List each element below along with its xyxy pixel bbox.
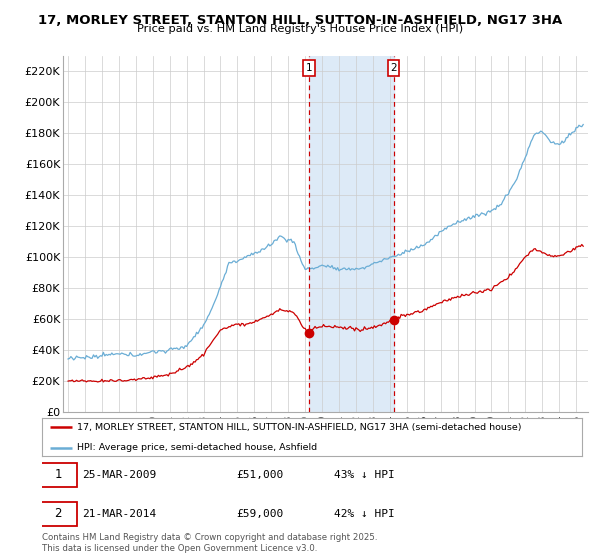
Text: 2: 2	[390, 63, 397, 73]
Text: 17, MORLEY STREET, STANTON HILL, SUTTON-IN-ASHFIELD, NG17 3HA: 17, MORLEY STREET, STANTON HILL, SUTTON-…	[38, 14, 562, 27]
Text: 1: 1	[55, 468, 62, 481]
Text: 17, MORLEY STREET, STANTON HILL, SUTTON-IN-ASHFIELD, NG17 3HA (semi-detached hou: 17, MORLEY STREET, STANTON HILL, SUTTON-…	[77, 423, 521, 432]
Text: 43% ↓ HPI: 43% ↓ HPI	[334, 470, 394, 479]
FancyBboxPatch shape	[40, 463, 77, 487]
Text: 42% ↓ HPI: 42% ↓ HPI	[334, 509, 394, 519]
Text: HPI: Average price, semi-detached house, Ashfield: HPI: Average price, semi-detached house,…	[77, 443, 317, 452]
Text: Price paid vs. HM Land Registry's House Price Index (HPI): Price paid vs. HM Land Registry's House …	[137, 24, 463, 34]
Text: 2: 2	[55, 507, 62, 520]
Text: 21-MAR-2014: 21-MAR-2014	[83, 509, 157, 519]
Bar	[309, 56, 394, 412]
Text: 25-MAR-2009: 25-MAR-2009	[83, 470, 157, 479]
Text: Contains HM Land Registry data © Crown copyright and database right 2025.
This d: Contains HM Land Registry data © Crown c…	[42, 533, 377, 553]
Text: £59,000: £59,000	[236, 509, 284, 519]
FancyBboxPatch shape	[40, 502, 77, 526]
Text: £51,000: £51,000	[236, 470, 284, 479]
Text: 1: 1	[305, 63, 312, 73]
